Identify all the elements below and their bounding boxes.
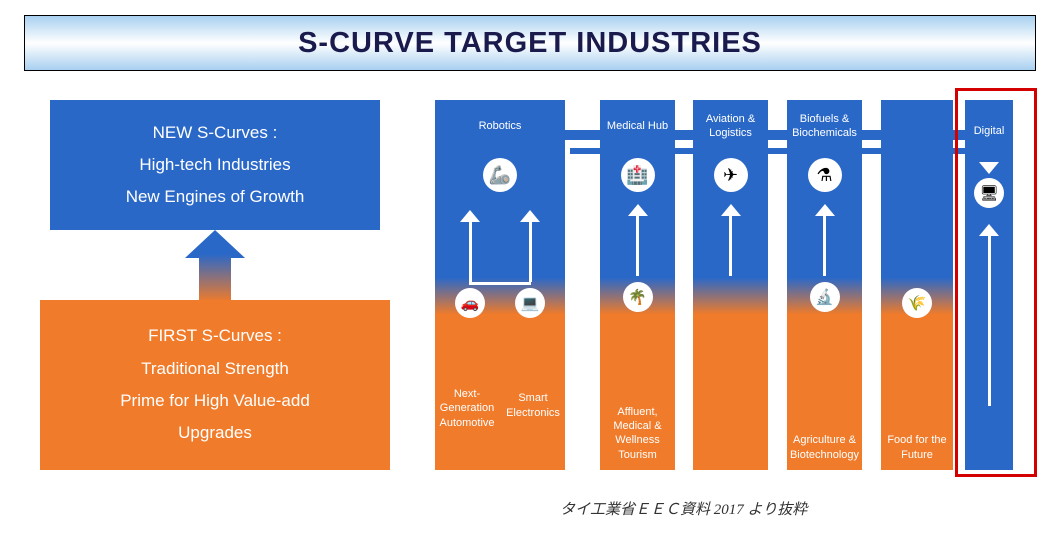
right-panel: Robotics 🦾 🚗 💻 Next-Generation Automotiv… — [435, 100, 1035, 470]
page-title: S-CURVE TARGET INDUSTRIES — [298, 27, 762, 60]
first-line1: FIRST S-Curves : — [148, 320, 282, 352]
agriculture-icon: 🔬 — [810, 282, 840, 312]
col-robotics: Robotics 🦾 🚗 💻 Next-Generation Automotiv… — [435, 100, 565, 470]
transition-arrow — [185, 230, 245, 302]
biofuels-icon: ⚗ — [808, 158, 842, 192]
col1-top-label: Robotics — [477, 100, 524, 152]
col1-bot1-label: Next-Generation Automotive — [435, 387, 499, 430]
medical-icon: 🏥 — [621, 158, 655, 192]
col-aviation: Aviation & Logistics ✈ — [693, 100, 768, 470]
new-line2: High-tech Industries — [139, 149, 290, 181]
first-line3: Prime for High Value-add — [120, 385, 310, 417]
col-biofuels: Biofuels & Biochemicals ⚗ 🔬 Agriculture … — [787, 100, 862, 470]
col2-top-label: Medical Hub — [605, 100, 670, 152]
first-scurves-box: FIRST S-Curves : Traditional Strength Pr… — [40, 300, 390, 470]
new-line1: NEW S-Curves : — [153, 117, 278, 149]
col4-bot-label: Agriculture & Biotechnology — [787, 433, 862, 462]
tourism-icon: 🌴 — [623, 282, 653, 312]
col-food: 🌾 Food for the Future — [881, 100, 953, 470]
digital-highlight — [955, 88, 1037, 477]
food-icon: 🌾 — [902, 288, 932, 318]
robotics-icon: 🦾 — [483, 158, 517, 192]
col4-top-label: Biofuels & Biochemicals — [787, 100, 862, 152]
first-line2: Traditional Strength — [141, 353, 289, 385]
title-banner: S-CURVE TARGET INDUSTRIES — [24, 15, 1036, 71]
col-medical: Medical Hub 🏥 🌴 Affluent, Medical & Well… — [600, 100, 675, 470]
col3-top-label: Aviation & Logistics — [693, 100, 768, 152]
col2-bot-label: Affluent, Medical & Wellness Tourism — [600, 405, 675, 462]
first-line4: Upgrades — [178, 417, 252, 449]
source-credit: タイ工業省ＥＥＣ資料 2017 より抜粋 — [560, 498, 807, 519]
automotive-icon: 🚗 — [455, 288, 485, 318]
col5-bot-label: Food for the Future — [881, 433, 953, 462]
new-line3: New Engines of Growth — [126, 181, 305, 213]
electronics-icon: 💻 — [515, 288, 545, 318]
aviation-icon: ✈ — [714, 158, 748, 192]
col1-bot2-label: Smart Electronics — [501, 391, 565, 420]
new-scurves-box: NEW S-Curves : High-tech Industries New … — [50, 100, 380, 230]
